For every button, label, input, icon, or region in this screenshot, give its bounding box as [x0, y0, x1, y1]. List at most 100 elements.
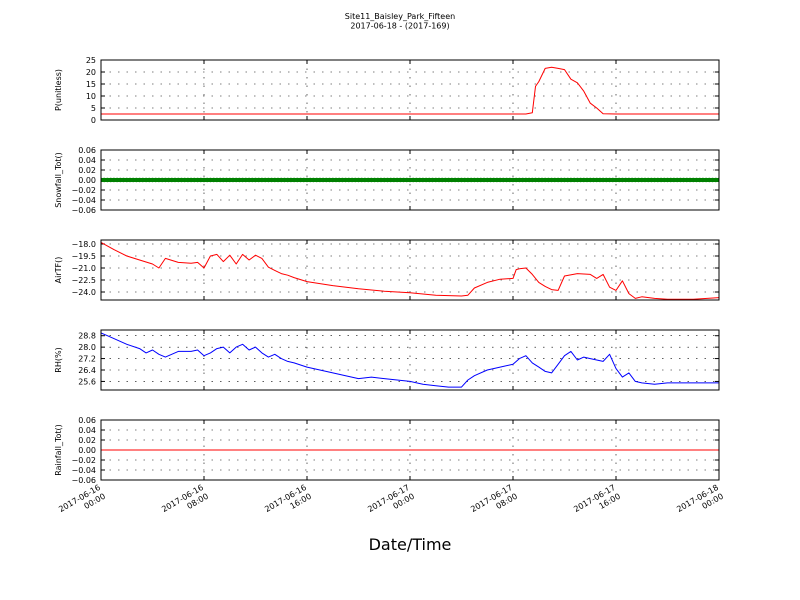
data-point	[124, 177, 129, 183]
series-line-3	[101, 241, 719, 300]
panel-2: −0.06−0.04−0.020.000.020.040.06 Snowfall_…	[54, 146, 720, 215]
data-point	[285, 177, 290, 183]
data-point	[195, 177, 200, 183]
panel-frame	[100, 419, 720, 481]
y-tick-label: −19.5	[71, 252, 96, 261]
data-point	[488, 177, 493, 183]
data-point	[665, 177, 670, 183]
data-point	[266, 177, 271, 183]
data-point	[311, 177, 316, 183]
y-tick-label: −22.5	[71, 276, 96, 285]
data-point	[472, 177, 477, 183]
y-tick-label: 5	[91, 104, 96, 113]
data-point	[388, 177, 393, 183]
data-point	[613, 177, 619, 183]
data-point	[176, 177, 181, 183]
data-point	[121, 177, 126, 183]
panel-frame	[100, 239, 720, 301]
data-point	[369, 177, 374, 183]
data-point	[649, 177, 654, 183]
y-tick-label: 28.0	[78, 343, 96, 352]
data-point	[427, 177, 432, 183]
chart-title: Site11_Baisley_Park_Fifteen	[345, 12, 455, 21]
data-point	[308, 177, 313, 183]
data-point	[481, 177, 487, 183]
data-point	[114, 177, 120, 183]
data-point	[497, 177, 503, 183]
data-point	[166, 177, 171, 183]
data-point	[343, 177, 348, 183]
data-point	[694, 177, 699, 183]
data-point	[382, 177, 387, 183]
data-point	[517, 177, 522, 183]
data-point	[549, 177, 554, 183]
data-point	[131, 177, 136, 183]
data-point	[633, 177, 638, 183]
y-axis-label: P(unitless)	[54, 69, 63, 111]
data-point	[295, 177, 300, 183]
y-tick-label: −18.0	[71, 240, 96, 249]
data-point	[160, 177, 165, 183]
data-point	[301, 177, 306, 183]
panel-1: 0 5 10 15 20 25 P(unitless)	[54, 56, 720, 125]
y-tick-label: 0.00	[78, 446, 96, 455]
data-point	[198, 177, 203, 183]
data-point	[404, 177, 409, 183]
data-point	[359, 177, 364, 183]
data-point	[253, 177, 258, 183]
y-tick-label: 25	[86, 56, 96, 65]
data-point	[169, 177, 174, 183]
data-point	[681, 177, 686, 183]
data-point	[555, 177, 561, 183]
data-point	[221, 177, 226, 183]
data-point	[356, 177, 361, 183]
data-point	[227, 177, 232, 183]
data-point	[291, 177, 297, 183]
y-axis-label: RH(%)	[54, 347, 63, 372]
data-point	[134, 177, 139, 183]
data-point	[185, 177, 191, 183]
data-point	[237, 177, 242, 183]
data-point	[420, 177, 426, 183]
data-point	[349, 177, 355, 183]
data-point	[501, 177, 506, 183]
data-point	[485, 177, 490, 183]
y-tick-label: −0.06	[71, 476, 96, 485]
data-point	[282, 177, 287, 183]
data-point	[600, 177, 606, 183]
data-point	[102, 177, 107, 183]
y-tick-label: 25.6	[78, 377, 96, 386]
data-point	[436, 177, 442, 183]
data-point	[250, 177, 255, 183]
data-point	[581, 177, 586, 183]
data-point	[147, 177, 152, 183]
y-tick-label: −0.06	[71, 206, 96, 215]
y-tick-label: 0	[91, 116, 96, 125]
data-point	[156, 177, 162, 183]
data-point	[340, 177, 345, 183]
data-point	[259, 177, 265, 183]
data-point	[552, 177, 557, 183]
data-point	[211, 177, 216, 183]
data-point	[456, 177, 461, 183]
data-point	[526, 177, 532, 183]
data-point	[662, 177, 667, 183]
data-point	[684, 177, 689, 183]
y-tick-label: −0.02	[71, 186, 96, 195]
y-tick-label: 28.8	[78, 332, 96, 341]
data-point	[703, 177, 709, 183]
data-point	[353, 177, 358, 183]
data-point	[449, 177, 454, 183]
y-tick-label: 0.02	[78, 166, 96, 175]
data-point	[716, 177, 719, 183]
y-axis-label: AirTF()	[54, 257, 63, 284]
data-point	[562, 177, 567, 183]
data-point	[687, 177, 693, 183]
data-point	[607, 177, 612, 183]
x-axis-label: Date/Time	[369, 535, 452, 554]
